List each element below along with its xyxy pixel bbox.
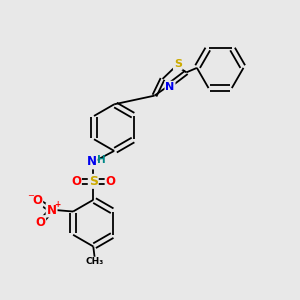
- Text: N: N: [46, 203, 57, 217]
- Text: O: O: [106, 175, 116, 188]
- Text: −: −: [27, 191, 34, 200]
- Text: H: H: [97, 154, 106, 165]
- Text: O: O: [35, 216, 45, 229]
- Text: S: S: [174, 59, 182, 69]
- Text: +: +: [54, 200, 60, 209]
- Text: CH₃: CH₃: [85, 257, 104, 266]
- Text: N: N: [87, 155, 97, 168]
- Text: N: N: [165, 82, 175, 92]
- Text: O: O: [32, 194, 42, 207]
- Text: O: O: [71, 175, 81, 188]
- Text: S: S: [89, 175, 98, 188]
